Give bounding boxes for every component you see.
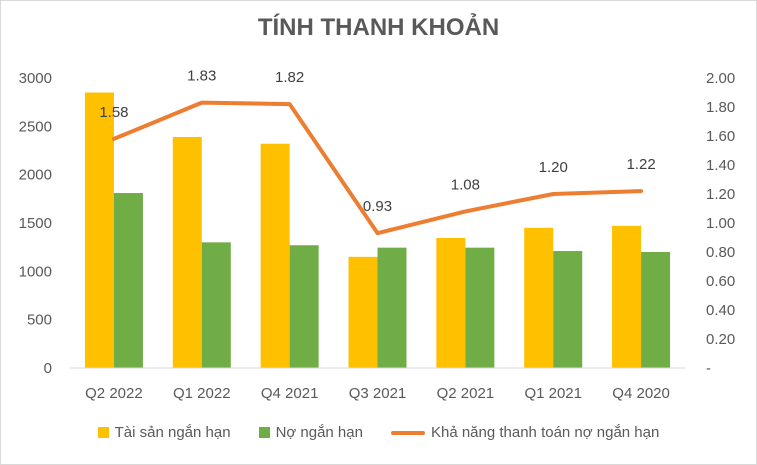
bar-0-0 bbox=[84, 92, 114, 368]
y-right-tick-label: 2.00 bbox=[706, 70, 735, 87]
legend-swatch-current-liabilities bbox=[258, 427, 270, 438]
y-right-tick-label: - bbox=[706, 360, 711, 377]
x-tick-label: Q1 2022 bbox=[173, 385, 231, 402]
legend-item-current-assets: Tài sản ngắn hạn bbox=[97, 424, 231, 441]
ratio-data-label: 1.82 bbox=[275, 69, 304, 86]
y-right-tick-label: 1.20 bbox=[706, 186, 735, 203]
y-left-tick-label: 500 bbox=[27, 312, 52, 329]
legend-item-current-ratio: Khả năng thanh toán nợ ngắn hạn bbox=[390, 424, 660, 441]
y-right-tick-label: 1.00 bbox=[706, 215, 735, 232]
y-left-tick-label: 2500 bbox=[19, 118, 52, 135]
bar-1-2 bbox=[289, 245, 319, 368]
ratio-data-label: 0.93 bbox=[363, 198, 392, 215]
x-tick-label: Q1 2021 bbox=[524, 385, 582, 402]
legend-label-current-assets: Tài sản ngắn hạn bbox=[114, 424, 231, 441]
ratio-data-label: 1.58 bbox=[99, 104, 128, 121]
bar-0-2 bbox=[260, 143, 290, 368]
y-right-tick-label: 1.80 bbox=[706, 99, 735, 116]
y-right-tick-label: 1.40 bbox=[706, 157, 735, 174]
x-tick-label: Q3 2021 bbox=[349, 385, 407, 402]
ratio-data-label: 1.20 bbox=[539, 159, 568, 176]
legend-label-current-liabilities: Nợ ngắn hạn bbox=[275, 424, 363, 441]
y-left-tick-label: 1000 bbox=[19, 263, 52, 280]
ratio-data-label: 1.22 bbox=[626, 156, 655, 173]
legend-swatch-current-ratio bbox=[390, 430, 425, 435]
y-left-tick-label: 1500 bbox=[19, 215, 52, 232]
bar-0-1 bbox=[172, 136, 202, 368]
y-right-tick-label: 0.20 bbox=[706, 331, 735, 348]
bar-1-1 bbox=[201, 242, 231, 368]
legend-swatch-current-assets bbox=[97, 427, 109, 438]
x-tick-label: Q4 2020 bbox=[612, 385, 670, 402]
x-tick-label: Q2 2022 bbox=[85, 385, 143, 402]
bar-0-6 bbox=[612, 225, 642, 368]
ratio-line bbox=[111, 100, 644, 236]
chart-title: TÍNH THANH KHOẢN bbox=[257, 14, 500, 41]
x-tick-label: Q4 2021 bbox=[261, 385, 319, 402]
y-right-tick-label: 0.80 bbox=[706, 244, 735, 261]
bar-0-4 bbox=[436, 237, 466, 368]
y-left-tick-label: 0 bbox=[44, 360, 52, 377]
bar-1-6 bbox=[641, 252, 671, 368]
y-left-tick-label: 3000 bbox=[19, 70, 52, 87]
bar-0-5 bbox=[524, 227, 554, 368]
legend-label-current-ratio: Khả năng thanh toán nợ ngắn hạn bbox=[430, 424, 660, 441]
y-right-tick-label: 0.40 bbox=[706, 302, 735, 319]
legend: Tài sản ngắn hạn Nợ ngắn hạn Khả năng th… bbox=[0, 424, 757, 441]
ratio-data-label: 1.83 bbox=[187, 68, 216, 85]
bar-1-4 bbox=[465, 247, 495, 368]
y-left-tick-label: 2000 bbox=[19, 167, 52, 184]
bar-1-3 bbox=[377, 247, 407, 368]
legend-item-current-liabilities: Nợ ngắn hạn bbox=[258, 424, 363, 441]
x-tick-label: Q2 2021 bbox=[437, 385, 495, 402]
y-right-tick-label: 0.60 bbox=[706, 273, 735, 290]
bar-0-3 bbox=[348, 256, 378, 368]
ratio-data-label: 1.08 bbox=[451, 176, 480, 193]
bar-1-5 bbox=[553, 251, 583, 368]
y-right-tick-label: 1.60 bbox=[706, 128, 735, 145]
bar-1-0 bbox=[113, 193, 143, 368]
